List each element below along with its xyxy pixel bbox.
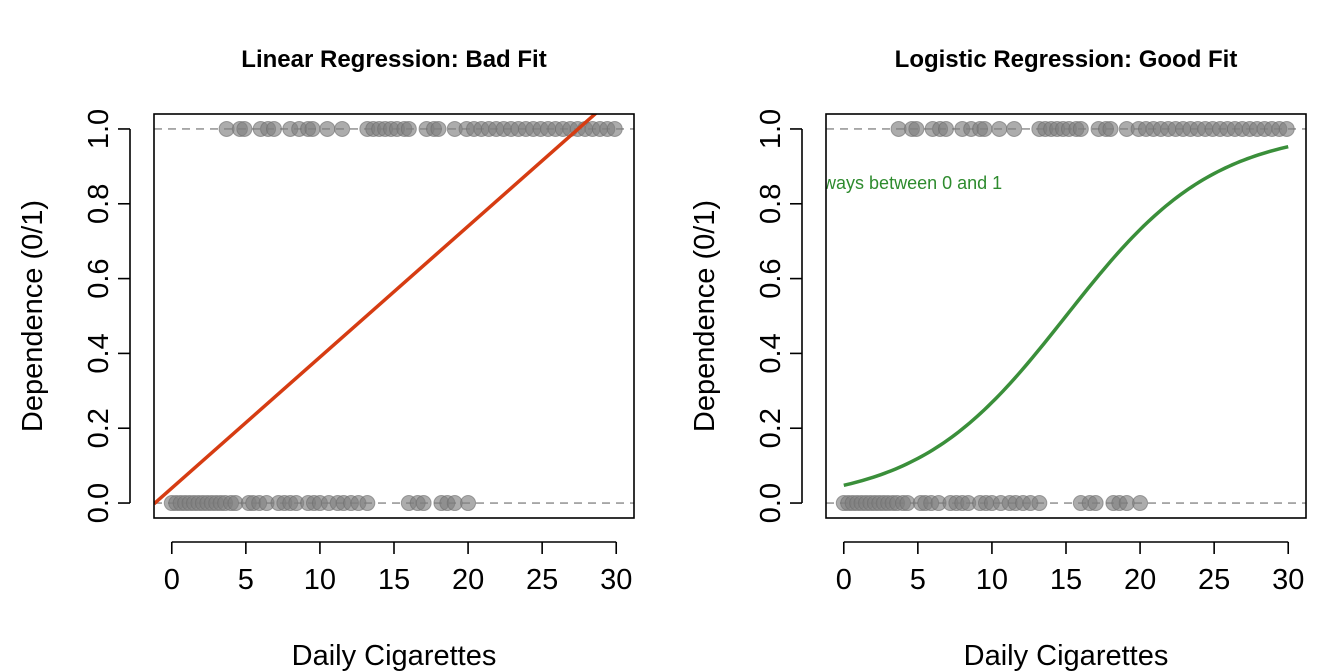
data-point (890, 120, 907, 137)
data-point (1072, 120, 1089, 137)
data-point (1031, 495, 1048, 512)
data-point (991, 120, 1008, 137)
data-point (400, 120, 417, 137)
y-tick-label: 1.0 (83, 109, 115, 149)
data-point (1118, 495, 1135, 512)
chart-panel-2: Logistic Regression: Good Fit ways betwee… (689, 46, 1307, 672)
annotation-label: ways between 0 and 1 (822, 173, 1002, 193)
data-point (227, 495, 244, 512)
x-tick-label: 15 (378, 564, 410, 596)
data-point (334, 120, 351, 137)
data-point (1278, 120, 1295, 137)
chart-title: Linear Regression: Bad Fit (241, 46, 546, 73)
x-tick-label: 25 (526, 564, 558, 596)
data-point (899, 495, 916, 512)
x-tick-label: 30 (1272, 564, 1304, 596)
y-tick-label: 0.2 (755, 408, 787, 448)
x-tick-label: 5 (910, 564, 926, 596)
data-point (1087, 495, 1104, 512)
x-tick-label: 15 (1050, 564, 1082, 596)
data-point (304, 120, 321, 137)
plot-frame (153, 113, 635, 519)
x-tick-label: 10 (976, 564, 1008, 596)
data-point (359, 495, 376, 512)
y-tick-label: 0.2 (83, 408, 115, 448)
data-points (835, 120, 1295, 512)
y-tick-label: 0.8 (755, 184, 787, 224)
chart-panel-1: Linear Regression: Bad Fit 0 5 10 15 20 25 30 0.… (17, 46, 635, 672)
data-point (460, 495, 477, 512)
x-tick-label: 20 (452, 564, 484, 596)
data-point (606, 120, 623, 137)
data-point (1102, 120, 1119, 137)
data-point (430, 120, 447, 137)
x-tick-label: 20 (1124, 564, 1156, 596)
y-tick-label: 0.4 (83, 333, 115, 373)
plot-frame (825, 113, 1307, 519)
x-tick-label: 10 (304, 564, 336, 596)
y-axis-label: Dependence (0/1) (17, 200, 49, 432)
x-tick-label: 0 (836, 564, 852, 596)
x-tick-label: 0 (164, 564, 180, 596)
data-point (446, 495, 463, 512)
x-axis-label: Daily Cigarettes (964, 640, 1169, 672)
data-points (163, 120, 623, 512)
y-tick-label: 0.6 (755, 258, 787, 298)
y-tick-label: 0.4 (755, 333, 787, 373)
data-point (976, 120, 993, 137)
fit-line (154, 114, 598, 506)
y-tick-label: 0.6 (83, 258, 115, 298)
data-point (938, 120, 954, 137)
y-tick-label: 0.0 (83, 483, 115, 523)
data-point (319, 120, 336, 137)
x-tick-label: 25 (1198, 564, 1230, 596)
x-tick-label: 5 (238, 564, 254, 596)
y-tick-label: 1.0 (755, 109, 787, 149)
chart-title: Logistic Regression: Good Fit (895, 46, 1238, 73)
data-point (266, 120, 282, 137)
data-point (1006, 120, 1023, 137)
fit-curve (843, 144, 1289, 488)
x-axis-label: Daily Cigarettes (292, 640, 497, 672)
y-tick-label: 0.0 (755, 483, 787, 523)
data-point (218, 120, 235, 137)
data-point (1132, 495, 1149, 512)
y-axis-label: Dependence (0/1) (689, 200, 721, 432)
x-tick-label: 30 (600, 564, 632, 596)
y-tick-label: 0.8 (83, 184, 115, 224)
data-point (908, 120, 925, 137)
data-point (415, 495, 432, 512)
data-point (236, 120, 253, 137)
